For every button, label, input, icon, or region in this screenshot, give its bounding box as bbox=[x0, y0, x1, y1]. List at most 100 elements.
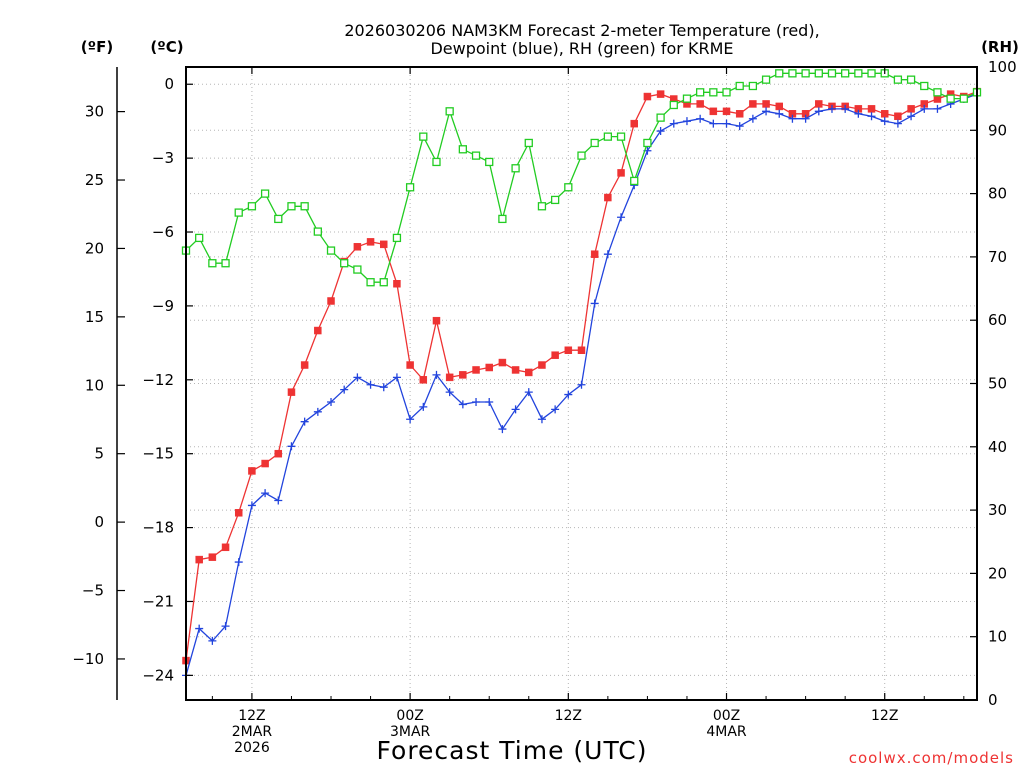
rh-tick-label: 50 bbox=[988, 375, 1007, 393]
temperature-point bbox=[459, 371, 467, 379]
rh-point bbox=[550, 195, 560, 205]
dewpoint-point bbox=[511, 405, 520, 414]
temperature-point bbox=[564, 346, 573, 354]
dewpoint-point bbox=[445, 388, 454, 397]
rh-tick-label: 10 bbox=[988, 628, 1007, 646]
rh-tick-label: 0 bbox=[988, 691, 998, 709]
dewpoint-point bbox=[208, 636, 217, 645]
temperature-point bbox=[762, 100, 770, 108]
rh-point bbox=[340, 259, 349, 268]
dewpoint-point bbox=[485, 397, 494, 406]
temperature-point bbox=[815, 100, 823, 108]
dewpoint-point bbox=[801, 114, 810, 123]
temperature-point bbox=[261, 459, 269, 468]
x-tick-label: 2026 bbox=[234, 740, 270, 756]
temperature-point bbox=[933, 95, 942, 103]
chart-title-line: 2026030206 NAM3KM Forecast 2-meter Tempe… bbox=[344, 21, 819, 40]
temperature-point bbox=[577, 346, 586, 354]
rh-point bbox=[854, 69, 863, 78]
temperature-point bbox=[867, 105, 876, 113]
x-tick-label: 3MAR bbox=[390, 724, 431, 740]
series-rh bbox=[181, 69, 982, 287]
rh-point bbox=[498, 214, 507, 224]
rh-point bbox=[379, 278, 388, 287]
rh-point bbox=[564, 183, 573, 192]
temperature-point bbox=[248, 467, 256, 475]
dewpoint-point bbox=[762, 107, 771, 116]
temperature-point bbox=[393, 279, 401, 288]
temperature-point bbox=[380, 240, 388, 249]
dewpoint-point bbox=[867, 112, 876, 121]
rh-point bbox=[208, 259, 217, 268]
dewpoint-point bbox=[669, 119, 678, 128]
dewpoint-point bbox=[907, 112, 916, 121]
temperature-point bbox=[498, 358, 507, 367]
temperature-line bbox=[185, 90, 978, 661]
fahrenheit-tick-label: 15 bbox=[85, 308, 104, 326]
celsius-tick-label: −24 bbox=[142, 666, 174, 684]
fahrenheit-tick-label: 20 bbox=[85, 239, 104, 257]
dewpoint-point bbox=[841, 104, 850, 113]
rh-point bbox=[761, 75, 771, 84]
fahrenheit-tick-label: −5 bbox=[82, 582, 104, 600]
temperature-point bbox=[327, 297, 335, 305]
celsius-unit-label: (ºC) bbox=[150, 38, 183, 56]
dewpoint-point bbox=[537, 415, 546, 424]
temperature-point bbox=[445, 373, 454, 382]
rh-point bbox=[748, 81, 758, 91]
x-tick-label: 00Z bbox=[713, 708, 740, 724]
rh-point bbox=[313, 227, 322, 236]
temperature-point bbox=[722, 107, 731, 116]
rh-point bbox=[326, 246, 336, 255]
dewpoint-point bbox=[392, 373, 401, 382]
rh-point bbox=[959, 94, 968, 103]
rh-point bbox=[274, 214, 283, 224]
dewpoint-point bbox=[287, 442, 296, 451]
rh-point bbox=[920, 81, 929, 91]
rh-point bbox=[827, 69, 837, 78]
rh-unit-label: (RH) bbox=[981, 38, 1019, 56]
rh-point bbox=[445, 107, 454, 116]
dewpoint-point bbox=[814, 107, 823, 116]
rh-point bbox=[432, 157, 441, 167]
dewpoint-point bbox=[432, 370, 441, 379]
series-temperature bbox=[182, 87, 981, 665]
temperature-point bbox=[551, 351, 559, 359]
rh-point bbox=[841, 69, 850, 78]
rh-point bbox=[867, 69, 876, 78]
dewpoint-point bbox=[406, 415, 415, 424]
rh-point bbox=[709, 88, 718, 97]
rh-point bbox=[195, 233, 204, 243]
rh-point bbox=[511, 164, 520, 173]
temperature-point bbox=[630, 119, 638, 128]
dewpoint-point bbox=[261, 489, 270, 498]
celsius-tick-label: −12 bbox=[142, 371, 174, 389]
temperature-point bbox=[775, 102, 783, 111]
temperature-point bbox=[485, 363, 493, 372]
dewpoint-point bbox=[893, 119, 902, 128]
credit-text: coolwx.com/models bbox=[849, 749, 1014, 767]
rh-point bbox=[630, 176, 639, 186]
dewpoint-point bbox=[656, 127, 665, 136]
temperature-point bbox=[525, 368, 533, 377]
dewpoint-point bbox=[327, 397, 336, 406]
temperature-point bbox=[709, 107, 718, 116]
x-tick-label: 12Z bbox=[555, 708, 582, 724]
rh-point bbox=[616, 132, 626, 141]
rh-point bbox=[788, 69, 797, 78]
dewpoint-point bbox=[247, 501, 256, 510]
fahrenheit-tick-label: 5 bbox=[94, 445, 104, 463]
temperature-point bbox=[590, 250, 599, 258]
dewpoint-point bbox=[827, 104, 836, 113]
dewpoint-point bbox=[933, 104, 942, 113]
dewpoint-point bbox=[458, 400, 467, 409]
rh-tick-label: 40 bbox=[988, 438, 1007, 456]
temperature-point bbox=[208, 553, 217, 561]
dewpoint-point bbox=[379, 383, 388, 392]
rh-point bbox=[696, 88, 705, 97]
x-axis-title: Forecast Time (UTC) bbox=[377, 736, 648, 765]
dewpoint-point bbox=[313, 407, 322, 416]
rh-tick-label: 90 bbox=[988, 121, 1007, 139]
rh-point bbox=[260, 189, 270, 198]
temperature-point bbox=[406, 361, 414, 369]
